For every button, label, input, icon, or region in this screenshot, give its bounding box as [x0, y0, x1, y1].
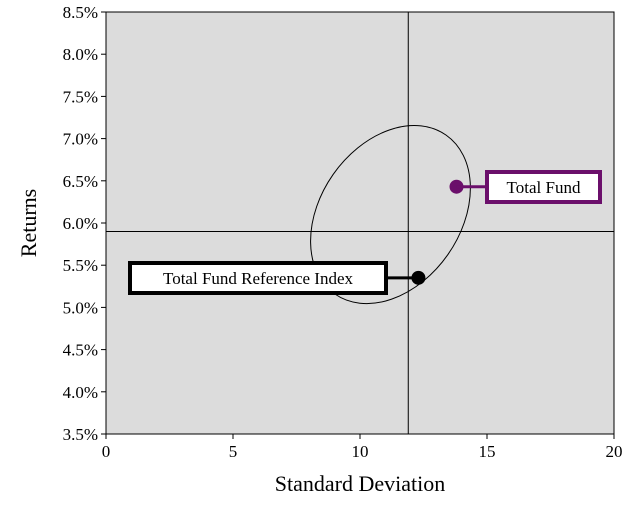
total-fund-label: Total Fund: [507, 178, 581, 197]
y-axis-title: Returns: [16, 189, 41, 257]
reference-index-callout-box: [128, 261, 388, 295]
x-tick-label: 5: [229, 442, 238, 461]
y-tick-label: 6.5%: [63, 172, 98, 191]
y-tick-label: 4.5%: [63, 341, 98, 360]
x-tick-label: 10: [352, 442, 369, 461]
x-axis-title: Standard Deviation: [275, 471, 445, 496]
y-tick-label: 7.5%: [63, 87, 98, 106]
y-tick-label: 5.0%: [63, 298, 98, 317]
callouts: Total Fund Total Fund Reference Index: [128, 170, 602, 295]
x-tick-label: 15: [479, 442, 496, 461]
y-tick-label: 4.0%: [63, 383, 98, 402]
x-tick-label: 0: [102, 442, 111, 461]
crosshair-lines: [106, 12, 614, 434]
y-tick-label: 5.5%: [63, 256, 98, 275]
total-fund-callout-box: [485, 170, 602, 204]
y-tick-label: 3.5%: [63, 425, 98, 444]
y-tick-label: 8.0%: [63, 45, 98, 64]
plot-area: [105, 11, 615, 435]
plot-background: [105, 11, 615, 435]
y-tick-label: 6.0%: [63, 214, 98, 233]
y-tick-label: 8.5%: [63, 3, 98, 22]
reference-index-label: Total Fund Reference Index: [163, 269, 353, 288]
x-tick-label: 20: [606, 442, 623, 461]
y-tick-label: 7.0%: [63, 130, 98, 149]
y-axis-ticks: 3.5% 4.0% 4.5% 5.0% 5.5% 6.0% 6.5% 7.0% 7.5% 8.0%…: [63, 3, 106, 444]
x-axis-ticks: 0 5 10 15 20: [102, 434, 623, 461]
